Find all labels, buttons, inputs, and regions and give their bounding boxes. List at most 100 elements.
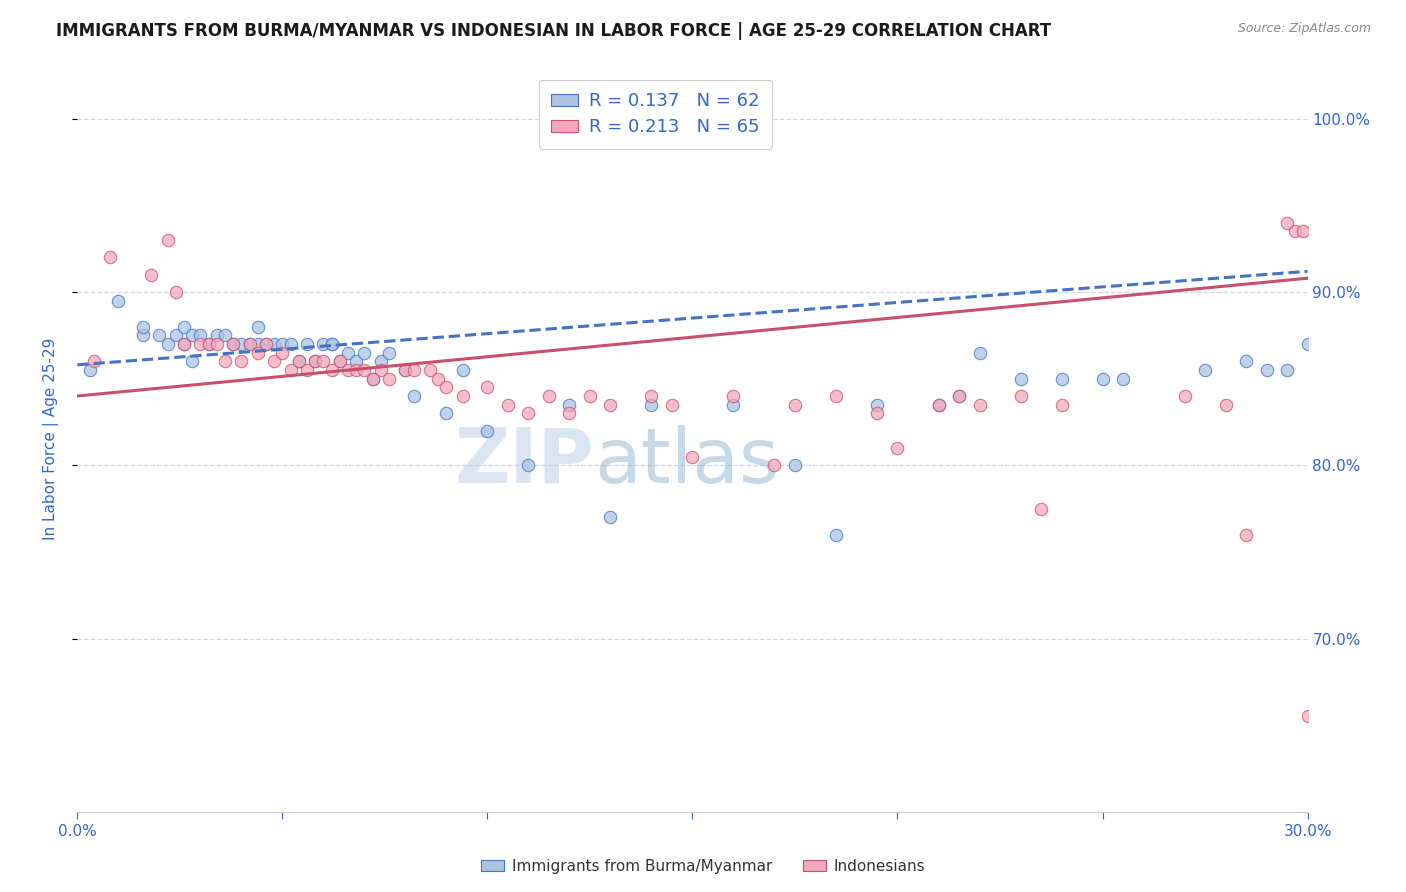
Point: [254, 337, 277, 351]
Point: [321, 337, 343, 351]
Point: [928, 398, 950, 412]
Point: [156, 337, 179, 351]
Point: [337, 345, 360, 359]
Point: [517, 458, 540, 473]
Point: [205, 328, 228, 343]
Point: [1275, 216, 1298, 230]
Point: [825, 527, 848, 541]
Point: [1174, 389, 1197, 403]
Point: [288, 354, 311, 368]
Text: Source: ZipAtlas.com: Source: ZipAtlas.com: [1237, 22, 1371, 36]
Point: [246, 319, 269, 334]
Point: [304, 354, 326, 368]
Point: [1029, 501, 1052, 516]
Point: [83, 354, 105, 368]
Point: [197, 337, 219, 351]
Point: [165, 285, 187, 299]
Point: [321, 337, 343, 351]
Point: [948, 389, 970, 403]
Point: [353, 345, 375, 359]
Point: [205, 337, 228, 351]
Point: [271, 337, 294, 351]
Point: [419, 363, 441, 377]
Point: [239, 337, 262, 351]
Y-axis label: In Labor Force | Age 25-29: In Labor Force | Age 25-29: [44, 338, 59, 541]
Point: [1010, 389, 1032, 403]
Point: [1091, 372, 1114, 386]
Point: [661, 398, 683, 412]
Point: [141, 268, 163, 282]
Point: [214, 354, 236, 368]
Point: [361, 372, 384, 386]
Point: [1275, 363, 1298, 377]
Point: [79, 363, 101, 377]
Point: [402, 389, 425, 403]
Point: [361, 372, 384, 386]
Point: [886, 441, 908, 455]
Point: [436, 380, 458, 394]
Point: [370, 354, 392, 368]
Point: [181, 354, 204, 368]
Point: [517, 406, 540, 420]
Point: [537, 389, 560, 403]
Point: [271, 345, 294, 359]
Point: [599, 398, 621, 412]
Point: [173, 319, 195, 334]
Point: [378, 372, 401, 386]
Point: [948, 389, 970, 403]
Point: [312, 354, 335, 368]
Point: [181, 328, 204, 343]
Point: [304, 354, 326, 368]
Point: [263, 337, 285, 351]
Point: [825, 389, 848, 403]
Point: [148, 328, 170, 343]
Point: [723, 398, 745, 412]
Point: [295, 363, 318, 377]
Point: [640, 389, 662, 403]
Point: [599, 510, 621, 524]
Point: [344, 363, 367, 377]
Point: [1256, 363, 1278, 377]
Legend: Immigrants from Burma/Myanmar, Indonesians: Immigrants from Burma/Myanmar, Indonesia…: [475, 853, 931, 880]
Point: [1194, 363, 1216, 377]
Point: [295, 337, 318, 351]
Point: [969, 398, 991, 412]
Point: [246, 345, 269, 359]
Point: [1296, 709, 1319, 723]
Point: [353, 363, 375, 377]
Point: [378, 345, 401, 359]
Point: [222, 337, 245, 351]
Legend: R = 0.137   N = 62, R = 0.213   N = 65: R = 0.137 N = 62, R = 0.213 N = 65: [538, 79, 772, 149]
Point: [132, 319, 155, 334]
Point: [165, 328, 187, 343]
Point: [280, 363, 302, 377]
Point: [280, 337, 302, 351]
Point: [402, 363, 425, 377]
Point: [231, 354, 253, 368]
Point: [107, 293, 129, 308]
Point: [239, 337, 262, 351]
Point: [254, 337, 277, 351]
Point: [763, 458, 786, 473]
Point: [928, 398, 950, 412]
Point: [682, 450, 704, 464]
Point: [579, 389, 602, 403]
Point: [132, 328, 155, 343]
Point: [197, 337, 219, 351]
Point: [1112, 372, 1135, 386]
Text: ZIP: ZIP: [454, 425, 595, 499]
Point: [866, 398, 889, 412]
Point: [222, 337, 245, 351]
Point: [969, 345, 991, 359]
Point: [231, 337, 253, 351]
Point: [451, 389, 474, 403]
Point: [1292, 224, 1315, 238]
Point: [1215, 398, 1237, 412]
Point: [1010, 372, 1032, 386]
Text: atlas: atlas: [595, 425, 779, 499]
Point: [394, 363, 416, 377]
Point: [1050, 372, 1073, 386]
Point: [1234, 527, 1257, 541]
Point: [1296, 337, 1319, 351]
Point: [1284, 224, 1306, 238]
